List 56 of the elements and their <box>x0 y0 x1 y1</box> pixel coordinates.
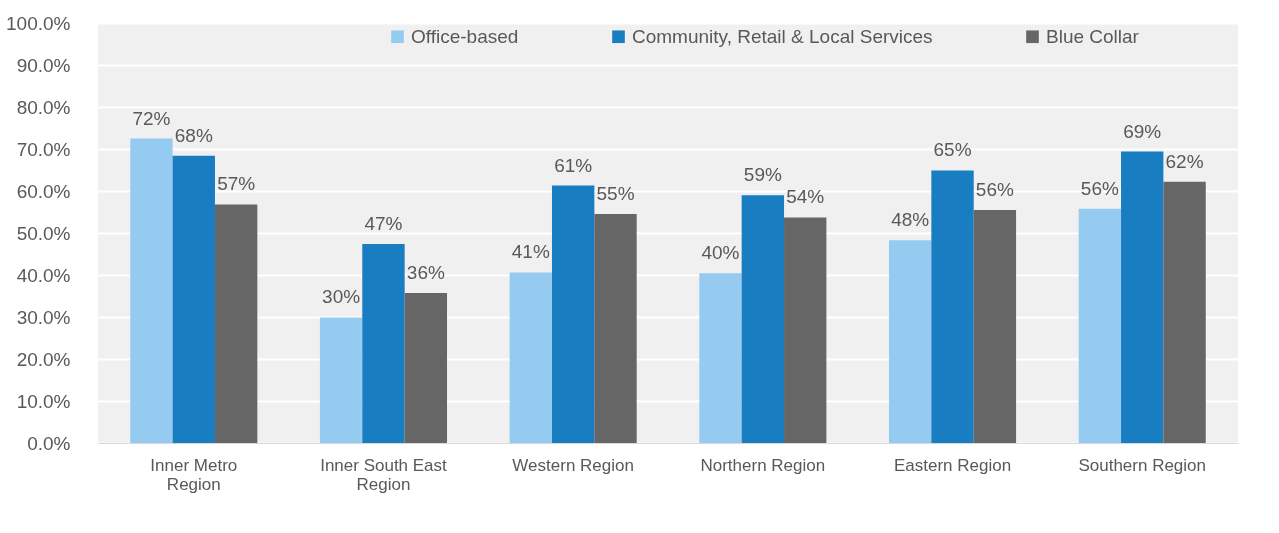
x-tick-label: Southern Region <box>1078 455 1207 475</box>
bar <box>888 240 932 443</box>
legend-label: Blue Collar <box>1046 25 1140 47</box>
bar <box>404 293 448 443</box>
bar <box>1078 208 1122 443</box>
x-tick-label: Western Region <box>512 455 634 475</box>
x-tick-label: Inner Metro Region <box>150 455 238 494</box>
data-label: 61% <box>554 154 593 176</box>
data-label: 68% <box>174 124 213 146</box>
bar <box>699 273 742 443</box>
data-label: 48% <box>891 209 930 231</box>
bar <box>130 138 173 443</box>
bar <box>362 243 405 443</box>
data-label: 40% <box>701 242 740 264</box>
data-label: 65% <box>933 139 972 161</box>
y-tick-label: 100.0% <box>6 12 71 34</box>
bar <box>784 217 827 443</box>
data-label: 56% <box>975 178 1015 200</box>
y-tick-label: 90.0% <box>16 54 71 76</box>
legend-label: Office-based <box>411 25 519 47</box>
y-tick-label: 30.0% <box>16 306 71 328</box>
bar <box>509 272 552 443</box>
y-tick-label: 60.0% <box>16 180 71 202</box>
bar <box>1163 181 1206 443</box>
y-tick-label: 70.0% <box>16 138 71 160</box>
data-label: 56% <box>1080 177 1119 199</box>
y-tick-label: 20.0% <box>16 348 71 370</box>
y-tick-label: 50.0% <box>16 222 71 244</box>
y-tick-label: 80.0% <box>16 96 71 118</box>
data-label: 41% <box>511 241 550 263</box>
data-label: 62% <box>1165 150 1204 172</box>
bar <box>551 185 595 443</box>
bar <box>973 209 1017 443</box>
x-tick-label: Northern Region <box>700 455 826 475</box>
bar <box>319 317 363 443</box>
bar <box>594 214 637 443</box>
bar <box>214 204 258 443</box>
data-label: 54% <box>786 186 825 208</box>
bar <box>741 195 785 443</box>
data-label: 36% <box>406 262 445 284</box>
bar <box>1121 151 1164 443</box>
data-label: 69% <box>1123 120 1162 142</box>
data-label: 55% <box>596 183 635 205</box>
data-label: 57% <box>217 173 256 195</box>
data-label: 72% <box>132 107 171 129</box>
legend-label: Community, Retail & Local Services <box>632 25 933 47</box>
bar <box>172 155 215 443</box>
data-label: 30% <box>322 286 361 308</box>
y-tick-label: 0.0% <box>27 432 71 454</box>
data-label: 59% <box>743 164 782 186</box>
data-label: 47% <box>364 212 403 234</box>
bar <box>931 170 974 443</box>
y-tick-label: 40.0% <box>16 264 71 286</box>
x-tick-label: Eastern Region <box>893 455 1012 475</box>
x-tick-label: Inner South East Region <box>320 455 448 494</box>
y-tick-label: 10.0% <box>16 390 71 412</box>
